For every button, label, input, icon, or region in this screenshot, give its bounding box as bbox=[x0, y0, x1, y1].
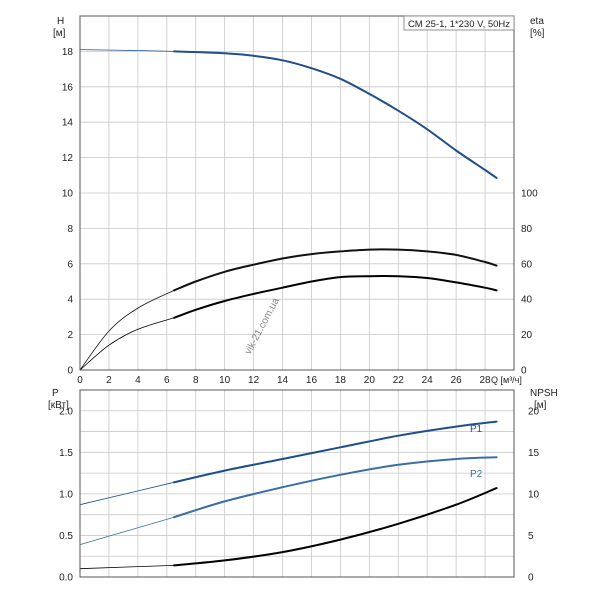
top-right-axis-label: eta [%] bbox=[530, 16, 545, 39]
bottom-right-tick-label: 20 bbox=[528, 406, 540, 417]
top-left-tick-label: 4 bbox=[67, 295, 73, 306]
top-right-tick-label: 80 bbox=[521, 224, 533, 235]
x-tick-label: 18 bbox=[335, 375, 347, 386]
top-right-tick-label: 40 bbox=[521, 295, 533, 306]
top-left-axis-unit: [м] bbox=[53, 28, 66, 39]
top-series-1-extension-line bbox=[79, 290, 175, 371]
top-right-tick-label: 100 bbox=[521, 189, 538, 200]
top-series-0-extension-line bbox=[79, 49, 175, 52]
bottom-left-tick-label: 1.5 bbox=[59, 448, 73, 459]
top-left-axis-label: H [м] bbox=[53, 16, 66, 39]
top-right-tick-label: 20 bbox=[521, 330, 533, 341]
bottom-series bbox=[79, 420, 498, 570]
bottom-left-axis-unit: [кВт] bbox=[48, 400, 69, 411]
bottom-series-2-line bbox=[173, 487, 498, 567]
x-tick-label: 22 bbox=[393, 375, 405, 386]
top-left-tick-label: 12 bbox=[62, 153, 74, 164]
bottom-left-tick-label: 1.0 bbox=[59, 489, 73, 500]
bottom-plot-frame bbox=[79, 389, 515, 578]
top-right-axis-unit: [%] bbox=[530, 28, 545, 39]
bottom-right-axis-title: NPSH bbox=[530, 388, 558, 399]
bottom-left-axis-title: P bbox=[52, 388, 59, 399]
x-tick-label: 26 bbox=[451, 375, 463, 386]
bottom-series-0-line bbox=[173, 420, 498, 484]
bottom-ticks: 0.0 0.5 1.0 1.5 2.0 0 5 10 15 20 bbox=[59, 406, 539, 583]
series-label-p2: P2 bbox=[470, 469, 483, 480]
bottom-right-axis-unit: [м] bbox=[534, 400, 547, 411]
x-tick-label: 4 bbox=[135, 375, 141, 386]
x-tick-label: 8 bbox=[193, 375, 199, 386]
x-tick-label: 20 bbox=[364, 375, 376, 386]
x-tick-label: 14 bbox=[277, 375, 289, 386]
top-left-tick-label: 8 bbox=[67, 224, 73, 235]
bottom-series-1-line bbox=[173, 456, 498, 519]
bottom-grid bbox=[80, 390, 514, 577]
top-plot-frame bbox=[79, 15, 515, 371]
top-right-tick-label: 60 bbox=[521, 259, 533, 270]
bottom-left-tick-label: 2.0 bbox=[59, 406, 73, 417]
top-series-1-line bbox=[173, 248, 498, 292]
bottom-left-axis-label: P [кВт] bbox=[48, 388, 69, 411]
top-right-axis-title: eta bbox=[530, 16, 544, 27]
top-right-tick-label: 0 bbox=[521, 366, 527, 377]
x-tick-label: 10 bbox=[219, 375, 231, 386]
chart-title: CM 25-1, 1*230 V, 50Hz bbox=[408, 19, 510, 30]
top-left-tick-label: 18 bbox=[62, 47, 74, 58]
x-tick-label: 2 bbox=[106, 375, 112, 386]
bottom-right-tick-label: 10 bbox=[528, 489, 540, 500]
top-left-tick-label: 0 bbox=[67, 366, 73, 377]
x-tick-label: 12 bbox=[248, 375, 260, 386]
x-tick-label: 16 bbox=[306, 375, 318, 386]
top-left-tick-label: 2 bbox=[67, 330, 73, 341]
top-left-tick-label: 6 bbox=[67, 259, 73, 270]
watermark: vik-21.com.ua bbox=[243, 296, 282, 357]
bottom-series-2-extension-line bbox=[79, 565, 175, 570]
chart-title-box bbox=[403, 15, 515, 31]
bottom-right-tick-label: 15 bbox=[528, 448, 540, 459]
top-grid bbox=[80, 16, 514, 370]
bottom-left-tick-label: 0.5 bbox=[59, 531, 73, 542]
top-left-tick-label: 10 bbox=[62, 189, 74, 200]
bottom-series-0-extension-line bbox=[79, 481, 175, 506]
top-series-2-extension-line bbox=[79, 317, 175, 371]
bottom-right-axis-label: NPSH [м] bbox=[530, 388, 558, 411]
top-left-tick-label: 16 bbox=[62, 82, 74, 93]
bottom-right-tick-label: 0 bbox=[528, 573, 534, 584]
top-series-0-line bbox=[173, 50, 498, 179]
bottom-right-tick-label: 5 bbox=[528, 531, 534, 542]
bottom-series-1-extension-line bbox=[79, 516, 175, 545]
x-tick-label: 6 bbox=[164, 375, 170, 386]
bottom-left-tick-label: 0.0 bbox=[59, 573, 73, 584]
x-axis-label: Q [м³/ч] bbox=[491, 375, 522, 385]
x-tick-label: 0 bbox=[77, 375, 83, 386]
top-left-axis-title: H bbox=[57, 16, 64, 27]
top-series bbox=[79, 49, 498, 371]
series-label-p1: P1 bbox=[470, 424, 483, 435]
x-tick-label: 24 bbox=[422, 375, 434, 386]
top-left-tick-label: 14 bbox=[62, 118, 74, 129]
top-ticks: 0 2 4 6 8 10 12 14 16 18 20 22 24 26 28024681012141618… bbox=[62, 47, 538, 386]
x-tick-label: 28 bbox=[480, 375, 492, 386]
top-series-2-line bbox=[173, 275, 498, 319]
